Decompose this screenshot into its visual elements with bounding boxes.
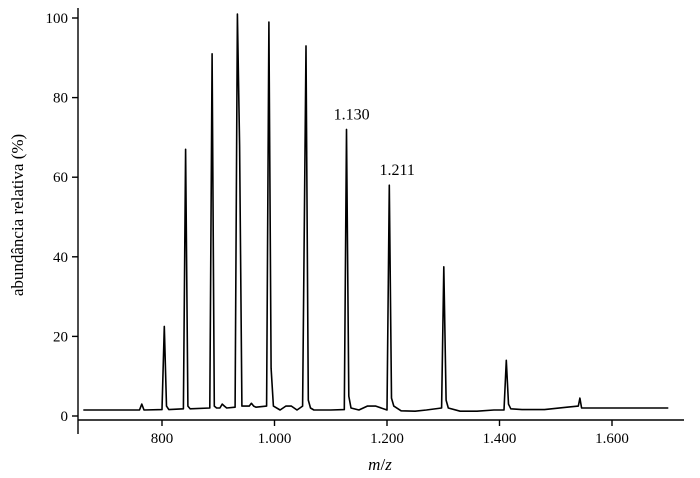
x-tick-label: 1.400 xyxy=(483,431,517,447)
peak-annotations: 1.130 1.211 xyxy=(334,106,415,179)
y-tick-label: 100 xyxy=(46,11,69,27)
y-tick-label: 20 xyxy=(53,329,68,345)
x-axis-label: m/z xyxy=(368,455,392,474)
x-tick-label: 1.200 xyxy=(370,431,404,447)
x-tick-label: 800 xyxy=(151,431,174,447)
peak-annotation: 1.211 xyxy=(379,162,414,179)
spectrum-line xyxy=(83,13,669,412)
y-tick-label: 80 xyxy=(53,91,68,107)
y-ticks: 0 20 40 60 80 100 xyxy=(46,11,78,425)
y-tick-label: 0 xyxy=(61,409,69,425)
axes xyxy=(77,8,684,434)
peak-annotation: 1.130 xyxy=(334,106,370,123)
x-tick-label: 1.000 xyxy=(258,431,292,447)
y-axis-label: abundância relativa (%) xyxy=(8,134,27,296)
x-tick-label: 1.600 xyxy=(595,431,629,447)
y-tick-label: 40 xyxy=(53,250,68,266)
x-ticks: 800 1.000 1.200 1.400 1.600 xyxy=(151,420,629,447)
y-tick-label: 60 xyxy=(53,170,68,186)
